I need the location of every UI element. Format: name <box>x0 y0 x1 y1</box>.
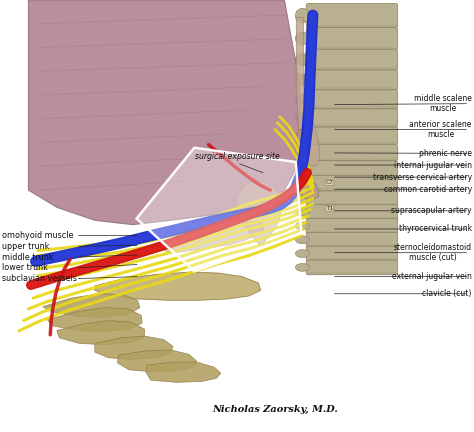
Polygon shape <box>118 350 197 372</box>
Ellipse shape <box>295 54 310 66</box>
Polygon shape <box>95 336 173 359</box>
Ellipse shape <box>295 32 310 45</box>
FancyBboxPatch shape <box>306 144 398 161</box>
Text: lower trunk: lower trunk <box>2 264 48 272</box>
Ellipse shape <box>295 148 310 157</box>
Ellipse shape <box>295 74 310 86</box>
Text: clavicle (cut): clavicle (cut) <box>422 289 472 298</box>
Text: external jugular vein: external jugular vein <box>392 272 472 281</box>
Text: upper trunk: upper trunk <box>2 242 50 251</box>
Text: phrenic nerve: phrenic nerve <box>419 149 472 158</box>
FancyBboxPatch shape <box>306 109 398 127</box>
FancyBboxPatch shape <box>306 191 398 206</box>
Ellipse shape <box>295 194 310 202</box>
Text: C7: C7 <box>326 180 333 185</box>
Polygon shape <box>161 221 265 252</box>
Polygon shape <box>57 321 145 345</box>
Ellipse shape <box>295 94 310 105</box>
Text: middle trunk: middle trunk <box>2 253 54 261</box>
FancyBboxPatch shape <box>306 28 398 49</box>
Ellipse shape <box>295 164 310 173</box>
Ellipse shape <box>295 222 310 230</box>
FancyBboxPatch shape <box>306 175 398 191</box>
Text: anterior scalene
muscle: anterior scalene muscle <box>409 120 472 139</box>
Text: sternocleidomastoid
muscle (cut): sternocleidomastoid muscle (cut) <box>393 243 472 262</box>
FancyBboxPatch shape <box>306 161 398 176</box>
Ellipse shape <box>295 264 310 271</box>
Text: suprascapular artery: suprascapular artery <box>391 206 472 215</box>
FancyBboxPatch shape <box>306 70 398 90</box>
Ellipse shape <box>295 208 310 216</box>
Text: T1: T1 <box>326 206 333 211</box>
Ellipse shape <box>295 236 310 244</box>
Polygon shape <box>28 0 301 225</box>
Text: common carotid artery: common carotid artery <box>383 185 472 194</box>
Ellipse shape <box>295 8 310 23</box>
FancyBboxPatch shape <box>306 49 398 70</box>
Polygon shape <box>296 17 320 166</box>
Polygon shape <box>43 294 140 318</box>
Polygon shape <box>137 148 301 271</box>
Text: subclavian vessels: subclavian vessels <box>2 274 77 283</box>
Text: Nicholas Zaorsky, M.D.: Nicholas Zaorsky, M.D. <box>212 405 338 414</box>
FancyBboxPatch shape <box>306 127 398 144</box>
FancyBboxPatch shape <box>306 232 398 247</box>
Polygon shape <box>237 181 282 246</box>
Text: thyrocervical trunk: thyrocervical trunk <box>399 225 472 233</box>
Polygon shape <box>95 272 261 300</box>
Text: omohyoid muscle: omohyoid muscle <box>2 231 74 240</box>
Polygon shape <box>146 362 221 382</box>
FancyBboxPatch shape <box>306 246 398 261</box>
Ellipse shape <box>295 250 310 257</box>
Ellipse shape <box>295 113 310 123</box>
FancyBboxPatch shape <box>306 90 398 109</box>
FancyBboxPatch shape <box>306 3 398 28</box>
Polygon shape <box>47 308 142 332</box>
FancyBboxPatch shape <box>306 260 398 275</box>
Ellipse shape <box>295 131 310 140</box>
Text: transverse cervical artery: transverse cervical artery <box>373 173 472 181</box>
FancyBboxPatch shape <box>306 205 398 219</box>
Text: internal jugular vein: internal jugular vein <box>393 161 472 169</box>
Text: surgical exposure site: surgical exposure site <box>195 152 279 161</box>
Polygon shape <box>296 130 319 200</box>
Text: middle scalene
muscle: middle scalene muscle <box>414 94 472 113</box>
FancyBboxPatch shape <box>306 219 398 233</box>
Ellipse shape <box>295 179 310 187</box>
